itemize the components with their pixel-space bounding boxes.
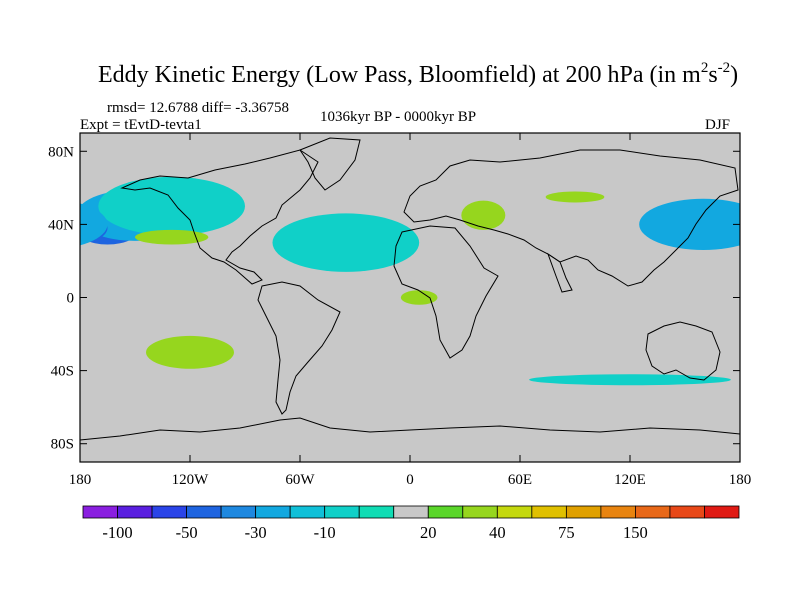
anomaly-patch-west-pacific-outer-wrap	[80, 203, 108, 246]
anomaly-patch-north-atlantic-outer	[272, 213, 420, 272]
colorbar-box	[531, 505, 567, 519]
colorbar-box	[289, 505, 326, 519]
colorbar-box	[635, 505, 671, 519]
colorbar-box	[704, 505, 740, 519]
experiment-label: Expt = tEvtD-tevta1	[80, 117, 202, 133]
period-label: 1036kyr BP - 0000kyr BP	[320, 109, 476, 125]
x-tick-label: 60E	[508, 472, 532, 488]
colorbar-label: -10	[314, 523, 336, 542]
coastline-australia	[645, 321, 721, 381]
y-tick-label: 80S	[51, 437, 74, 453]
anomaly-patch-europe-black-sea	[461, 200, 506, 230]
colorbar-box	[117, 505, 153, 519]
colorbar: -100 -50 -30 -10 20 40 75 150	[82, 505, 740, 542]
colorbar-box	[496, 505, 533, 519]
colorbar-label: -100	[102, 523, 132, 542]
colorbar-box	[600, 505, 636, 519]
y-tick-label: 40N	[48, 217, 74, 233]
colorbar-box	[462, 505, 498, 519]
coastline-greenland	[299, 137, 361, 191]
coastline-india	[547, 252, 573, 293]
y-tick-label: 40S	[51, 364, 74, 380]
colorbar-label: 75	[558, 523, 575, 542]
anomaly-patch-south-pacific-outer	[146, 335, 234, 369]
colorbar-box	[393, 505, 429, 519]
coastline-africa	[393, 225, 499, 359]
anomaly-patch-siberia	[545, 191, 605, 203]
y-tick-label: 0	[67, 291, 75, 307]
colorbar-box	[151, 505, 187, 519]
x-tick-label: 60W	[285, 472, 315, 488]
y-tick-label: 80N	[48, 144, 74, 160]
chart-title: Eddy Kinetic Energy (Low Pass, Bloomfiel…	[98, 60, 738, 88]
coastlines	[80, 137, 740, 441]
colorbar-box	[427, 505, 464, 519]
anomaly-patch-west-pacific-outer	[639, 198, 740, 250]
coastline-antarctica	[80, 417, 740, 441]
colorbar-box	[358, 505, 395, 519]
x-tick-label: 180	[69, 472, 92, 488]
colorbar-box	[220, 505, 257, 519]
coastline-south-america	[257, 281, 341, 415]
colorbar-label: -30	[245, 523, 267, 542]
colorbar-box	[669, 505, 705, 519]
colorbar-box	[186, 505, 222, 519]
coastline-north-america	[120, 149, 319, 285]
colorbar-label: 150	[623, 523, 648, 542]
anomaly-patch-north-pacific-core-wrap	[734, 218, 740, 238]
colorbar-label: -50	[176, 523, 198, 542]
anomaly-field	[80, 176, 740, 386]
season-label: DJF	[705, 117, 730, 133]
x-tick-label: 180	[729, 472, 752, 488]
anomaly-patch-north-pacific-outer-wrap	[736, 206, 740, 225]
coastline-eurasia	[403, 149, 739, 287]
x-tick-label: 0	[406, 472, 414, 488]
colorbar-label: 20	[420, 523, 437, 542]
x-tick-label: 120W	[172, 472, 210, 488]
anomaly-patch-subtropical-pacific-pos	[135, 229, 209, 245]
stats-label: rmsd= 12.6788 diff= -3.36758	[107, 100, 289, 116]
colorbar-box	[324, 505, 360, 519]
anomaly-patch-north-pacific-edge	[98, 176, 245, 236]
axis-ticks: 180 120W 60W 0 60E 120E 180 80N 40N 0 40S 80S	[48, 133, 751, 488]
x-tick-label: 120E	[614, 472, 646, 488]
colorbar-label: 40	[489, 523, 506, 542]
colorbar-box	[255, 505, 291, 519]
anomaly-patch-west-africa	[400, 290, 438, 305]
anomaly-patch-southern-ocean-band	[529, 374, 731, 386]
colorbar-box	[82, 505, 118, 519]
colorbar-box	[565, 505, 602, 519]
